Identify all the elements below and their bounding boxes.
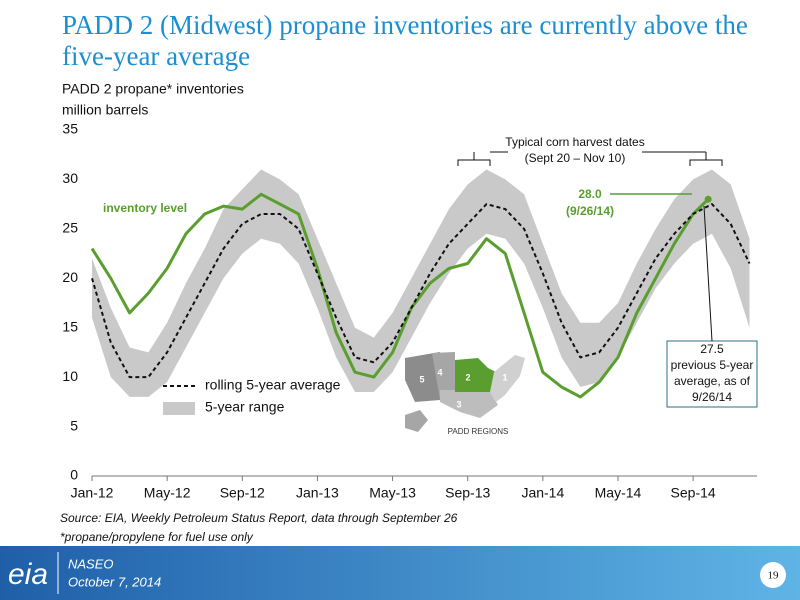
map-region-4 — [432, 352, 455, 400]
y-axis-label: million barrels — [62, 102, 148, 118]
inset-map: 1 2 3 4 5 PADD REGIONS — [405, 352, 525, 436]
harvest-bracket — [457, 152, 491, 166]
source: Source: EIA, Weekly Petroleum Status Rep… — [60, 511, 458, 525]
legend-label: rolling 5-year average — [205, 377, 341, 393]
legend-label: 5-year range — [205, 399, 285, 415]
end-point — [704, 195, 712, 203]
x-tick-label: Jan-12 — [71, 485, 114, 501]
y-tick-label: 10 — [62, 368, 78, 384]
page-badge — [760, 562, 786, 588]
chart-title: PADD 2 propane* inventories — [62, 81, 244, 97]
map-region-label: 4 — [437, 367, 442, 377]
y-tick-label: 30 — [62, 170, 78, 186]
footer-logo: eia — [8, 558, 48, 591]
annotation-text: 9/26/14 — [692, 390, 732, 404]
map-region-5 — [405, 352, 440, 402]
x-tick-label: May-12 — [144, 485, 191, 501]
x-tick-label: Jan-13 — [296, 485, 339, 501]
map-region-label: 1 — [502, 372, 507, 382]
legend-swatch — [163, 402, 195, 415]
y-tick-label: 5 — [70, 417, 78, 433]
x-tick-label: Jan-14 — [521, 485, 564, 501]
annotation-text: (9/26/14) — [566, 204, 614, 218]
map-region-3 — [440, 390, 498, 418]
map-region-1 — [490, 355, 525, 402]
x-tick-label: Sep-14 — [671, 485, 716, 501]
annotation-text: previous 5-year — [671, 358, 754, 372]
map-alaska — [405, 410, 428, 432]
series-line — [91, 203, 751, 379]
annotation-text: (Sept 20 – Nov 10) — [525, 151, 626, 165]
map-region-label: 3 — [456, 399, 461, 409]
annotation-text: Typical corn harvest dates — [505, 135, 644, 149]
annotation-text: 27.5 — [700, 342, 724, 356]
series-label: inventory level — [103, 201, 187, 215]
x-tick-label: Sep-12 — [220, 485, 265, 501]
footer-event: NASEO — [68, 556, 114, 571]
y-tick-label: 25 — [62, 220, 78, 236]
page-number: 19 — [768, 570, 780, 582]
annotation-box — [666, 340, 758, 408]
annotation-text: 28.0 — [578, 187, 602, 201]
annotation-text: average, as of — [674, 374, 751, 388]
map-region-label: 2 — [465, 372, 470, 382]
x-tick-label: Sep-13 — [445, 485, 490, 501]
map-region-label: 5 — [419, 374, 424, 384]
y-tick-label: 20 — [62, 269, 78, 285]
x-tick-label: May-13 — [369, 485, 416, 501]
map-title: PADD REGIONS — [448, 427, 509, 436]
y-tick-label: 15 — [62, 318, 78, 334]
series-line — [90, 192, 710, 399]
footer-date: October 7, 2014 — [68, 574, 161, 589]
y-tick-label: 0 — [70, 467, 78, 483]
y-tick-label: 35 — [62, 121, 78, 137]
note: *propane/propylene for fuel use only — [60, 530, 254, 544]
x-tick-label: May-14 — [595, 485, 642, 501]
map-region-2 — [455, 358, 496, 392]
footer-bar — [0, 546, 800, 600]
slide-title: PADD 2 (Midwest) propane inventories are… — [62, 10, 748, 71]
harvest-bracket — [689, 152, 723, 166]
range-band — [92, 169, 750, 397]
annotation-leader — [703, 205, 713, 342]
